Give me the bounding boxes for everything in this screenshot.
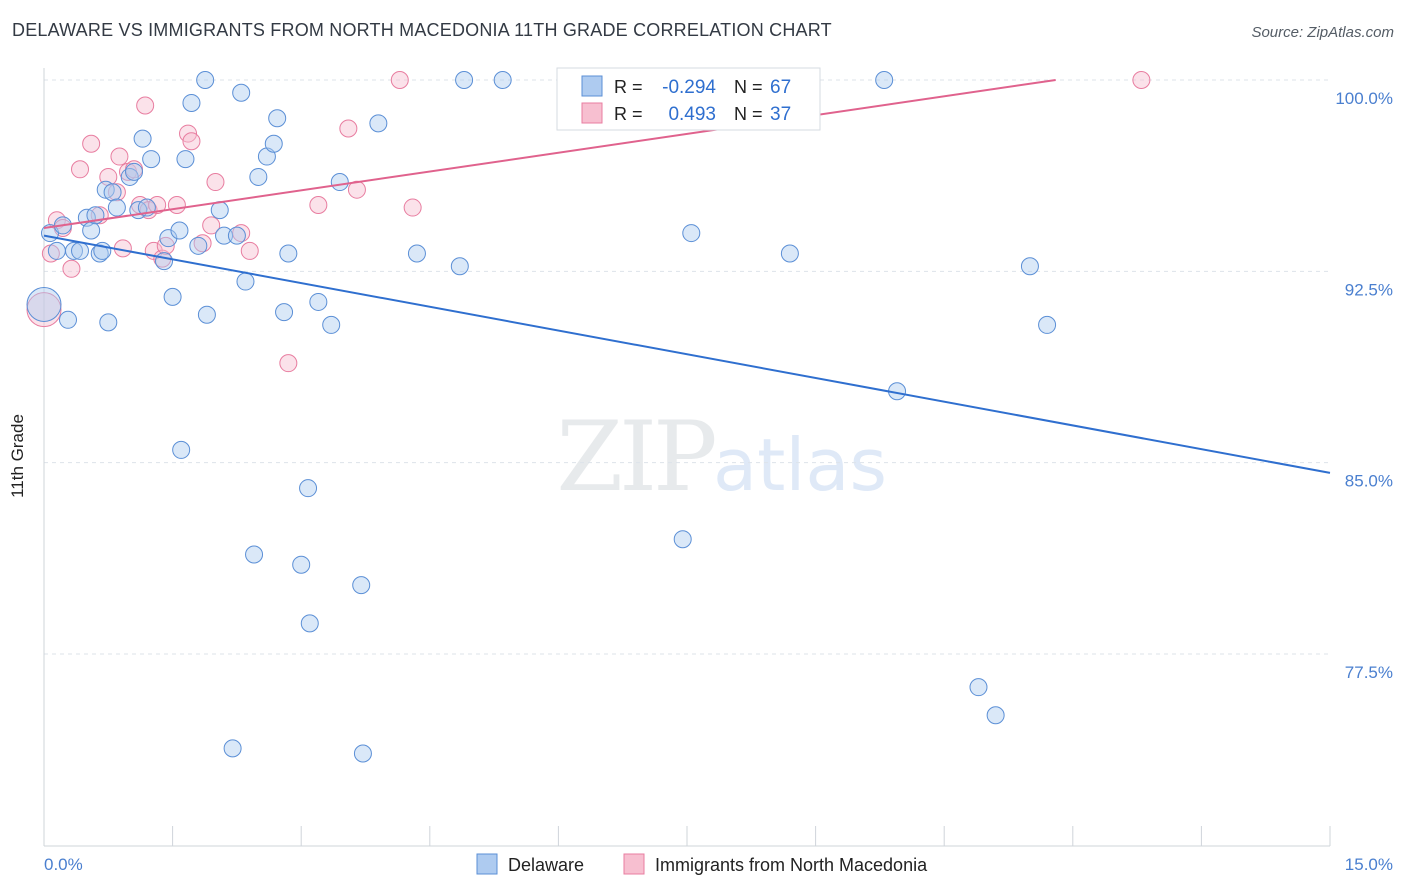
point-delaware <box>276 304 293 321</box>
point-delaware <box>250 168 267 185</box>
point-delaware <box>48 242 65 259</box>
point-north-macedonia <box>340 120 357 137</box>
point-delaware <box>876 72 893 89</box>
point-delaware <box>100 314 117 331</box>
point-delaware <box>331 174 348 191</box>
point-north-macedonia <box>183 133 200 150</box>
point-delaware <box>265 135 282 152</box>
point-north-macedonia <box>63 260 80 277</box>
point-delaware <box>190 237 207 254</box>
point-delaware <box>177 151 194 168</box>
stats-n-value-blue: 67 <box>770 77 791 98</box>
point-delaware <box>156 253 173 270</box>
stats-r-value-blue: -0.294 <box>662 77 716 98</box>
stats-n-label-blue: N = <box>734 77 763 97</box>
y-tick-label: 92.5% <box>1345 280 1393 299</box>
y-tick-label: 77.5% <box>1345 663 1393 682</box>
bottom-legend: Delaware Immigrants from North Macedonia <box>477 854 928 875</box>
point-delaware <box>27 287 61 321</box>
point-delaware <box>494 72 511 89</box>
point-delaware <box>173 441 190 458</box>
point-delaware <box>280 245 297 262</box>
point-north-macedonia <box>137 97 154 114</box>
legend-swatch-delaware[interactable] <box>477 854 497 874</box>
point-delaware <box>126 163 143 180</box>
point-delaware <box>1021 258 1038 275</box>
point-delaware <box>134 130 151 147</box>
stats-legend-swatch-pink <box>582 103 602 123</box>
stats-r-label-blue: R = <box>614 77 643 97</box>
point-delaware <box>300 480 317 497</box>
y-tick-label: 85.0% <box>1345 472 1393 491</box>
x-tick-label-min: 0.0% <box>44 855 83 874</box>
y-tick-labels: 100.0% 92.5% 85.0% 77.5% <box>1335 89 1393 682</box>
legend-swatch-north-macedonia[interactable] <box>624 854 644 874</box>
point-delaware <box>237 273 254 290</box>
stats-legend: R = -0.294 N = 67 R = 0.493 N = 37 <box>557 68 820 130</box>
legend-label-north-macedonia[interactable]: Immigrants from North Macedonia <box>655 855 928 875</box>
point-delaware <box>987 707 1004 724</box>
point-delaware <box>781 245 798 262</box>
point-delaware <box>198 306 215 323</box>
point-delaware <box>164 288 181 305</box>
point-north-macedonia <box>111 148 128 165</box>
point-delaware <box>233 84 250 101</box>
point-delaware <box>353 577 370 594</box>
scatter-plot: ZIP atlas 100.0% 92.5% 85.0% 77.5% 0.0% 15.… <box>0 0 1406 892</box>
point-north-macedonia <box>83 135 100 152</box>
point-delaware <box>408 245 425 262</box>
point-delaware <box>354 745 371 762</box>
point-delaware <box>224 740 241 757</box>
legend-label-delaware[interactable]: Delaware <box>508 855 584 875</box>
point-north-macedonia <box>1133 72 1150 89</box>
point-delaware <box>456 72 473 89</box>
point-delaware <box>970 679 987 696</box>
point-north-macedonia <box>391 72 408 89</box>
point-delaware <box>72 242 89 259</box>
watermark-atlas: atlas <box>713 423 887 507</box>
point-north-macedonia <box>207 174 224 191</box>
point-delaware <box>83 222 100 239</box>
point-delaware <box>228 227 245 244</box>
point-delaware <box>370 115 387 132</box>
x-ticks <box>44 826 1330 846</box>
point-delaware <box>171 222 188 239</box>
stats-n-value-pink: 37 <box>770 104 791 125</box>
watermark-zip: ZIP <box>556 401 715 513</box>
point-delaware <box>269 110 286 127</box>
point-delaware <box>310 293 327 310</box>
y-tick-label: 100.0% <box>1335 89 1393 108</box>
stats-n-label-pink: N = <box>734 104 763 124</box>
point-north-macedonia <box>168 197 185 214</box>
point-delaware <box>674 531 691 548</box>
point-delaware <box>108 199 125 216</box>
stats-r-value-pink: 0.493 <box>668 104 716 125</box>
point-delaware <box>104 184 121 201</box>
point-delaware <box>143 151 160 168</box>
point-delaware <box>60 311 77 328</box>
point-delaware <box>246 546 263 563</box>
series-delaware <box>27 72 1056 762</box>
grid-lines <box>44 80 1330 654</box>
stats-r-label-pink: R = <box>614 104 643 124</box>
point-north-macedonia <box>241 242 258 259</box>
point-delaware <box>323 316 340 333</box>
point-north-macedonia <box>72 161 89 178</box>
point-delaware <box>1039 316 1056 333</box>
point-delaware <box>451 258 468 275</box>
point-north-macedonia <box>404 199 421 216</box>
point-north-macedonia <box>280 355 297 372</box>
point-delaware <box>183 94 200 111</box>
point-delaware <box>683 225 700 242</box>
point-north-macedonia <box>310 197 327 214</box>
x-tick-label-max: 15.0% <box>1345 855 1393 874</box>
point-delaware <box>301 615 318 632</box>
point-delaware <box>211 202 228 219</box>
point-delaware <box>293 556 310 573</box>
point-delaware <box>197 72 214 89</box>
stats-legend-swatch-blue <box>582 76 602 96</box>
